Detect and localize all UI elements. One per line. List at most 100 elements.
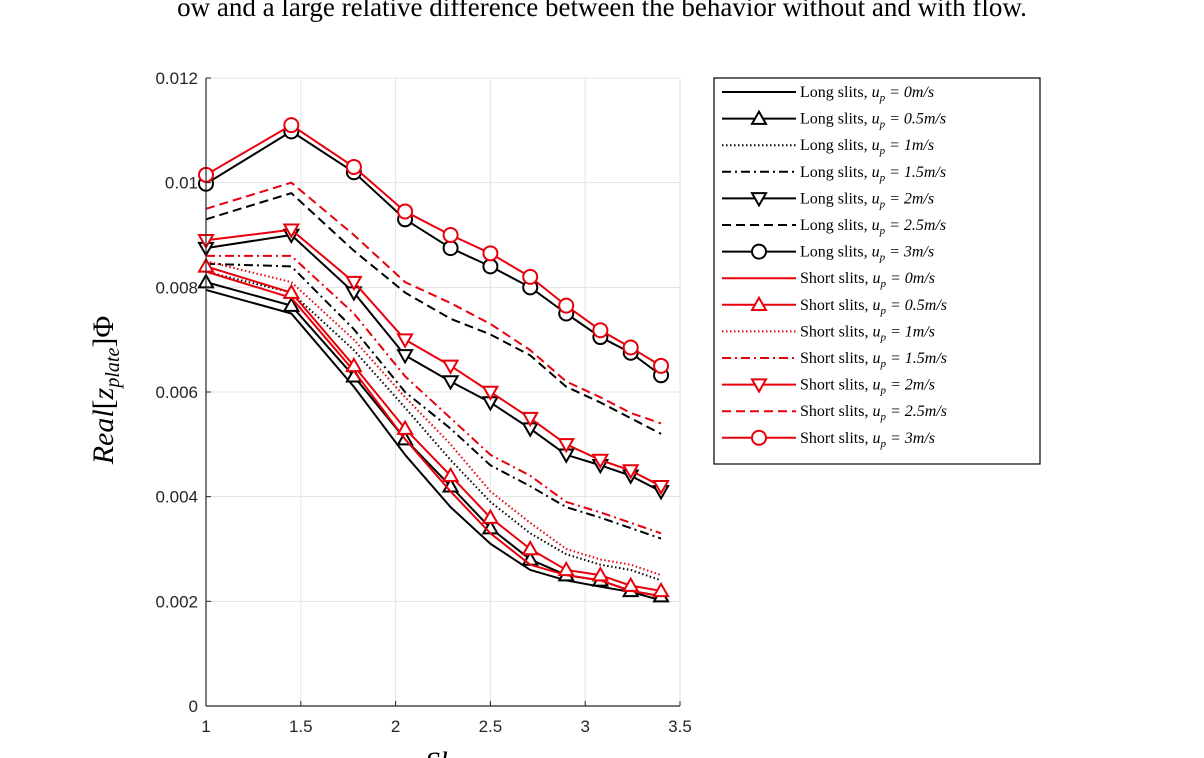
legend-label-part: p	[879, 198, 886, 210]
y-tick-label: 0.006	[155, 383, 198, 402]
legend-label-part: p	[879, 225, 886, 237]
legend-label-part: = 1m/s	[886, 323, 935, 340]
legend-label-part: = 1.5m/s	[886, 350, 947, 367]
series-11	[206, 254, 662, 535]
data-point	[521, 539, 539, 556]
legend-item: Short slits, up = 3m/s	[722, 429, 935, 450]
x-tick-label: 1	[201, 717, 210, 736]
legend-label-part: = 2m/s	[886, 377, 935, 394]
series-5	[197, 228, 670, 501]
y-tick-label: 0.004	[155, 488, 198, 507]
data-point	[592, 322, 609, 339]
y-tick-label: 0.012	[155, 69, 198, 88]
series-line	[205, 270, 662, 598]
caption-fragment: ow and a large relative difference betwe…	[177, 0, 1027, 22]
legend-marker	[750, 295, 768, 312]
legend-label-part: u	[872, 164, 880, 181]
data-point	[282, 223, 301, 239]
legend-label-part: u	[872, 377, 880, 394]
axes	[205, 77, 681, 707]
legend-label: Short slits, up = 1m/s	[800, 323, 935, 343]
legend-label-part: = 0.5m/s	[886, 297, 947, 314]
series-line	[206, 254, 662, 535]
series-12	[197, 223, 670, 496]
data-point	[397, 203, 414, 220]
legend-label-part: = 3m/s	[885, 244, 934, 261]
legend-item: Long slits, up = 0m/s	[722, 84, 934, 104]
series-group	[197, 117, 670, 603]
data-point	[345, 158, 362, 175]
x-axis-label: Sh	[425, 746, 455, 758]
legend-item: Long slits, up = 2.5m/s	[722, 217, 946, 237]
data-point	[396, 333, 414, 349]
data-point	[622, 339, 639, 356]
series-line	[205, 288, 662, 602]
legend-label: Short slits, up = 2.5m/s	[800, 403, 947, 423]
legend-label-part: p	[879, 172, 886, 184]
y-axis-label: Real[zplate]Φ	[87, 316, 124, 466]
legend-label-part: = 3m/s	[886, 430, 935, 447]
legend-item: Short slits, up = 2.5m/s	[722, 403, 947, 423]
legend-label-part: = 2m/s	[885, 190, 934, 207]
legend-label: Short slits, up = 2m/s	[800, 377, 935, 397]
legend-label-part: Long slits,	[800, 244, 872, 261]
data-point	[442, 240, 459, 257]
legend-label-part: = 0m/s	[885, 84, 934, 101]
legend-label-part: = 2.5m/s	[885, 217, 946, 234]
series-line	[205, 262, 662, 540]
legend-label-part: Short slits,	[800, 377, 872, 394]
data-point	[591, 566, 610, 582]
series-line	[205, 228, 662, 488]
data-point	[396, 349, 414, 365]
legend-label-part: Short slits,	[800, 430, 872, 447]
legend-label-part: = 0.5m/s	[885, 111, 946, 128]
data-point	[282, 296, 301, 312]
data-point	[396, 419, 414, 435]
data-point	[441, 466, 460, 482]
legend-item: Short slits, up = 1m/s	[722, 323, 935, 343]
legend-label-part: = 2.5m/s	[886, 403, 947, 420]
grid-lines	[205, 77, 681, 707]
series-10	[205, 260, 662, 577]
data-point	[652, 581, 670, 598]
data-point	[621, 576, 640, 592]
data-point	[653, 357, 670, 374]
y-tick-label: 0	[189, 697, 198, 716]
legend-label: Long slits, up = 2m/s	[800, 190, 934, 210]
data-point	[652, 479, 670, 496]
legend-label: Long slits, up = 3m/s	[800, 244, 934, 264]
legend-label-part: p	[879, 358, 886, 370]
legend-label-part: u	[872, 350, 880, 367]
legend-label-part: u	[872, 217, 880, 234]
series-13	[205, 181, 662, 425]
series-7	[198, 123, 670, 384]
y-tick-label: 0.01	[165, 174, 198, 193]
data-point	[482, 258, 499, 275]
legend-label-part: u	[872, 403, 880, 420]
legend-item: Long slits, up = 0.5m/s	[722, 109, 946, 131]
legend-marker	[750, 378, 768, 394]
legend-label-part: = 0m/s	[886, 270, 935, 287]
legend-label: Short slits, up = 3m/s	[800, 430, 935, 450]
legend-label: Short slits, up = 1.5m/s	[800, 350, 947, 370]
y-tick-label: 0.002	[155, 592, 198, 611]
data-point	[345, 275, 363, 292]
data-point	[621, 464, 640, 480]
series-4	[205, 262, 662, 540]
legend-label-part: u	[872, 297, 880, 314]
series-line	[205, 260, 662, 577]
legend-label-part: u	[872, 323, 880, 340]
tick-labels: 1 1.5 2 2.5 3 3.5 0 0.002 0.004 0.006 0.008 0.01 0.0…	[155, 69, 691, 736]
x-tick-label: 2.5	[479, 717, 503, 736]
legend-item: Long slits, up = 2m/s	[722, 190, 934, 210]
legend-label: Long slits, up = 0.5m/s	[800, 111, 946, 131]
legend-label-part: Long slits,	[800, 111, 872, 128]
data-point	[521, 411, 539, 428]
data-point	[442, 227, 459, 243]
legend-label-part: p	[879, 331, 886, 343]
legend-label-part: Short slits,	[800, 403, 872, 420]
legend-label-part: Long slits,	[800, 190, 872, 207]
data-point	[522, 268, 539, 285]
